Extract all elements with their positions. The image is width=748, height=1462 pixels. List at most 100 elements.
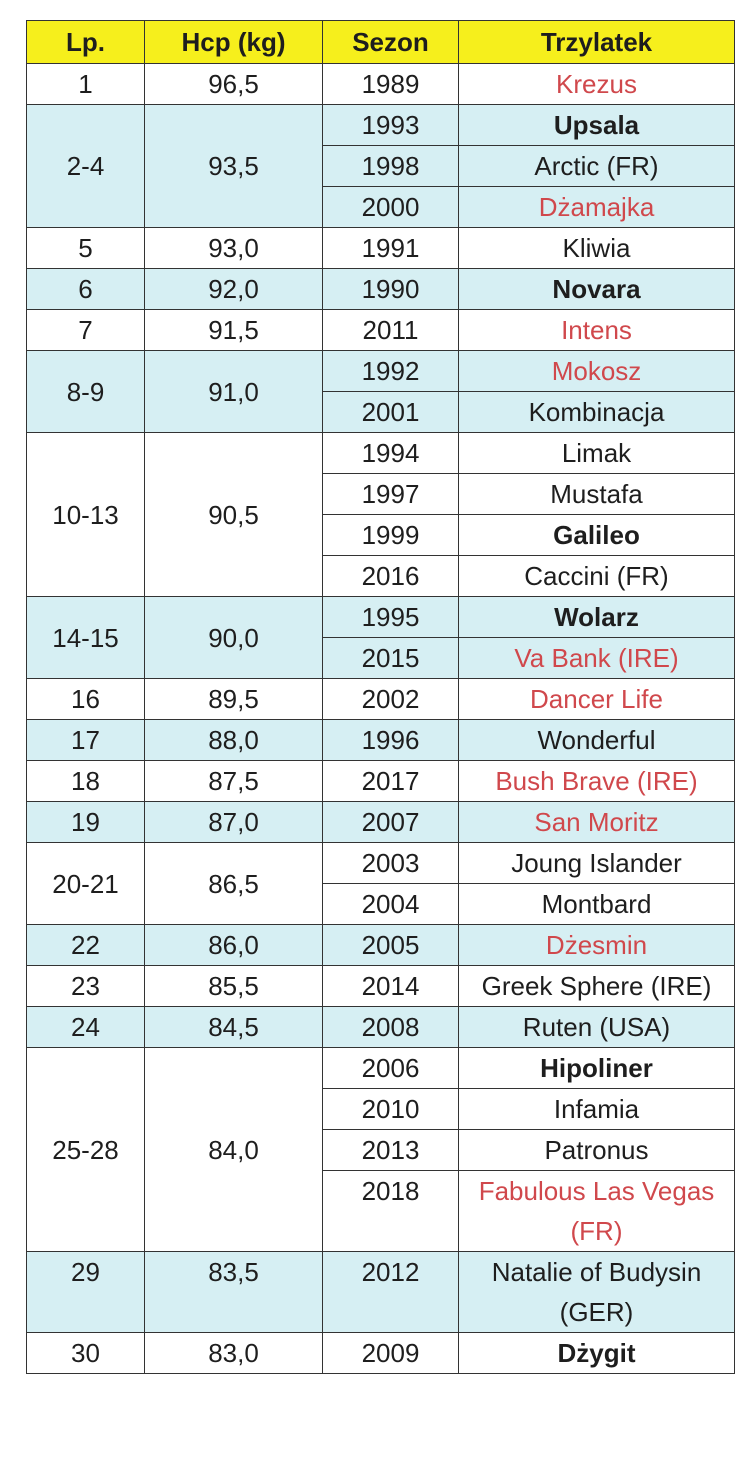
cell-lp: 2-4 [26,104,145,228]
cell-hcp: 91,5 [144,309,323,351]
table-row: 1998 Arctic (FR) [27,145,735,187]
table-row: 2001 Kombinacja [27,391,735,433]
cell-sezon: 1991 [322,227,459,269]
cell-sezon: 2006 [322,1047,459,1089]
cell-hcp: 93,5 [144,104,323,228]
cell-horse-name: Kliwia [458,227,735,269]
cell-sezon: 2000 [322,186,459,228]
header-row: Lp. Hcp (kg) Sezon Trzylatek [26,20,735,64]
cell-sezon: 2018 [322,1170,459,1252]
table-row: 16 89,5 2002 Dancer Life [26,678,735,720]
header-sezon: Sezon [322,20,459,64]
cell-lp: 24 [26,1006,145,1048]
table-row: 2016 Caccini (FR) [27,555,735,597]
cell-sezon: 2007 [322,801,459,843]
cell-lp: 22 [26,924,145,966]
table-row: 2018 Fabulous Las Vegas (FR) [27,1170,735,1252]
cell-horse-name: Dancer Life [458,678,735,720]
table-row: 8-9 91,0 1992 Mokosz [26,350,735,433]
cell-sezon: 2004 [322,883,459,925]
header-trzylatek: Trzylatek [458,20,735,64]
cell-hcp: 90,5 [144,432,323,597]
cell-lp: 17 [26,719,145,761]
cell-horse-name: Mokosz [458,350,735,392]
cell-horse-name: San Moritz [458,801,735,843]
cell-sezon: 2012 [322,1251,459,1333]
table-row: 1999 Galileo [27,514,735,556]
cell-lp: 5 [26,227,145,269]
cell-hcp: 90,0 [144,596,323,679]
cell-horse-name: Va Bank (IRE) [458,637,735,679]
ranking-table: Lp. Hcp (kg) Sezon Trzylatek 1 96,5 1989 Kr… [26,20,735,1374]
table-row: 30 83,0 2009 Dżygit [26,1332,735,1374]
table-row: 23 85,5 2014 Greek Sphere (IRE) [26,965,735,1007]
table-row: 1 96,5 1989 Krezus [26,63,735,105]
cell-lp: 8-9 [26,350,145,433]
cell-lp: 7 [26,309,145,351]
cell-lp: 19 [26,801,145,843]
cell-sezon: 1995 [322,596,459,638]
table-row: 2-4 93,5 1993 Upsala [26,104,735,228]
cell-lp: 29 [26,1251,145,1333]
cell-horse-name: Dżesmin [458,924,735,966]
cell-horse-name: Caccini (FR) [458,555,735,597]
table-row: 25-28 84,0 2006 Hipoliner [26,1047,735,1252]
cell-hcp: 93,0 [144,227,323,269]
table-row: 2000 Dżamajka [27,186,735,228]
cell-lp: 18 [26,760,145,802]
cell-horse-name: Wonderful [458,719,735,761]
cell-sezon: 1996 [322,719,459,761]
cell-horse-name: Dżygit [458,1332,735,1374]
cell-horse-name: Mustafa [458,473,735,515]
table-row: 14-15 90,0 1995 Wolarz [26,596,735,679]
table-row: 19 87,0 2007 San Moritz [26,801,735,843]
cell-hcp: 87,5 [144,760,323,802]
cell-sezon: 2005 [322,924,459,966]
cell-horse-name: Ruten (USA) [458,1006,735,1048]
cell-sezon: 2002 [322,678,459,720]
cell-sezon: 1997 [322,473,459,515]
table-row: 5 93,0 1991 Kliwia [26,227,735,269]
cell-horse-name: Krezus [458,63,735,105]
cell-sezon: 2016 [322,555,459,597]
cell-hcp: 83,5 [144,1251,323,1333]
table-row: 2004 Montbard [27,883,735,925]
cell-lp: 20-21 [26,842,145,925]
table-row: 24 84,5 2008 Ruten (USA) [26,1006,735,1048]
cell-hcp: 87,0 [144,801,323,843]
cell-lp: 14-15 [26,596,145,679]
cell-sezon: 2009 [322,1332,459,1374]
cell-horse-name: Hipoliner [458,1047,735,1089]
cell-horse-name: Patronus [458,1129,735,1171]
table-row: 2013 Patronus [27,1129,735,1171]
table-row: 29 83,5 2012 Natalie of Budysin (GER) [26,1251,735,1333]
header-lp: Lp. [26,20,145,64]
cell-hcp: 88,0 [144,719,323,761]
cell-lp: 16 [26,678,145,720]
table-row: 20-21 86,5 2003 Joung Islander [26,842,735,925]
cell-sezon: 2010 [322,1088,459,1130]
header-hcp: Hcp (kg) [144,20,323,64]
cell-horse-name: Wolarz [458,596,735,638]
table-row: 6 92,0 1990 Novara [26,268,735,310]
table-row: 2015 Va Bank (IRE) [27,637,735,679]
cell-horse-name: Joung Islander [458,842,735,884]
cell-lp: 23 [26,965,145,1007]
cell-hcp: 96,5 [144,63,323,105]
cell-horse-name: Greek Sphere (IRE) [458,965,735,1007]
cell-sezon: 1994 [322,432,459,474]
cell-sezon: 1993 [322,104,459,146]
cell-horse-name: Arctic (FR) [458,145,735,187]
cell-sezon: 2003 [322,842,459,884]
cell-horse-name: Montbard [458,883,735,925]
cell-horse-name: Novara [458,268,735,310]
cell-sezon: 2001 [322,391,459,433]
cell-lp: 10-13 [26,432,145,597]
cell-sezon: 2015 [322,637,459,679]
cell-sezon: 1992 [322,350,459,392]
cell-sezon: 1999 [322,514,459,556]
cell-hcp: 86,5 [144,842,323,925]
cell-horse-name: Limak [458,432,735,474]
cell-horse-name: Bush Brave (IRE) [458,760,735,802]
table-row: 22 86,0 2005 Dżesmin [26,924,735,966]
